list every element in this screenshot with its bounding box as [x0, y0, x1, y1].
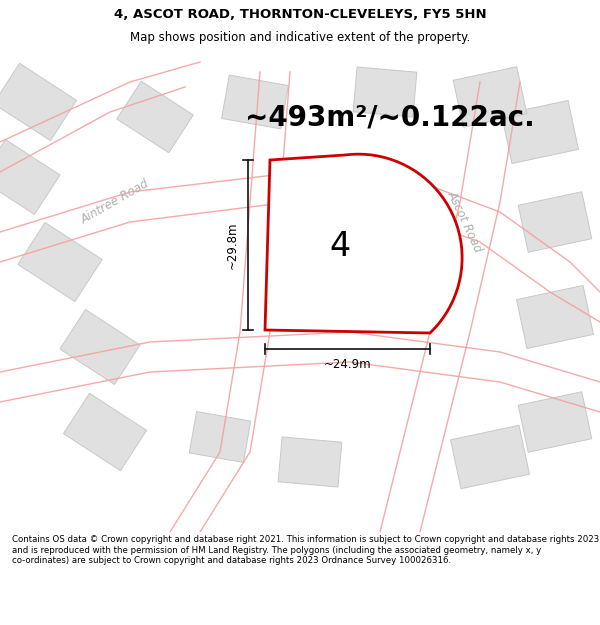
- Polygon shape: [278, 437, 342, 487]
- Polygon shape: [64, 393, 146, 471]
- Polygon shape: [221, 75, 289, 129]
- Polygon shape: [518, 392, 592, 452]
- Polygon shape: [353, 67, 417, 117]
- Polygon shape: [117, 81, 193, 152]
- Polygon shape: [0, 63, 77, 141]
- Text: ~24.9m: ~24.9m: [323, 357, 371, 371]
- Polygon shape: [453, 67, 527, 128]
- Polygon shape: [189, 411, 251, 462]
- Text: ~29.8m: ~29.8m: [226, 221, 239, 269]
- Polygon shape: [18, 222, 102, 301]
- Polygon shape: [517, 286, 593, 349]
- Text: 4, ASCOT ROAD, THORNTON-CLEVELEYS, FY5 5HN: 4, ASCOT ROAD, THORNTON-CLEVELEYS, FY5 5…: [113, 8, 487, 21]
- Text: 4: 4: [329, 231, 350, 264]
- Polygon shape: [518, 192, 592, 253]
- Polygon shape: [451, 425, 529, 489]
- Polygon shape: [502, 101, 578, 164]
- Polygon shape: [60, 309, 140, 384]
- Text: Contains OS data © Crown copyright and database right 2021. This information is : Contains OS data © Crown copyright and d…: [12, 535, 599, 565]
- Text: ~493m²/~0.122ac.: ~493m²/~0.122ac.: [245, 103, 535, 131]
- Text: Map shows position and indicative extent of the property.: Map shows position and indicative extent…: [130, 31, 470, 44]
- Polygon shape: [0, 139, 60, 214]
- Text: Aintree Road: Aintree Road: [79, 177, 151, 227]
- Text: Ascot Road: Ascot Road: [445, 189, 485, 255]
- Polygon shape: [265, 154, 462, 333]
